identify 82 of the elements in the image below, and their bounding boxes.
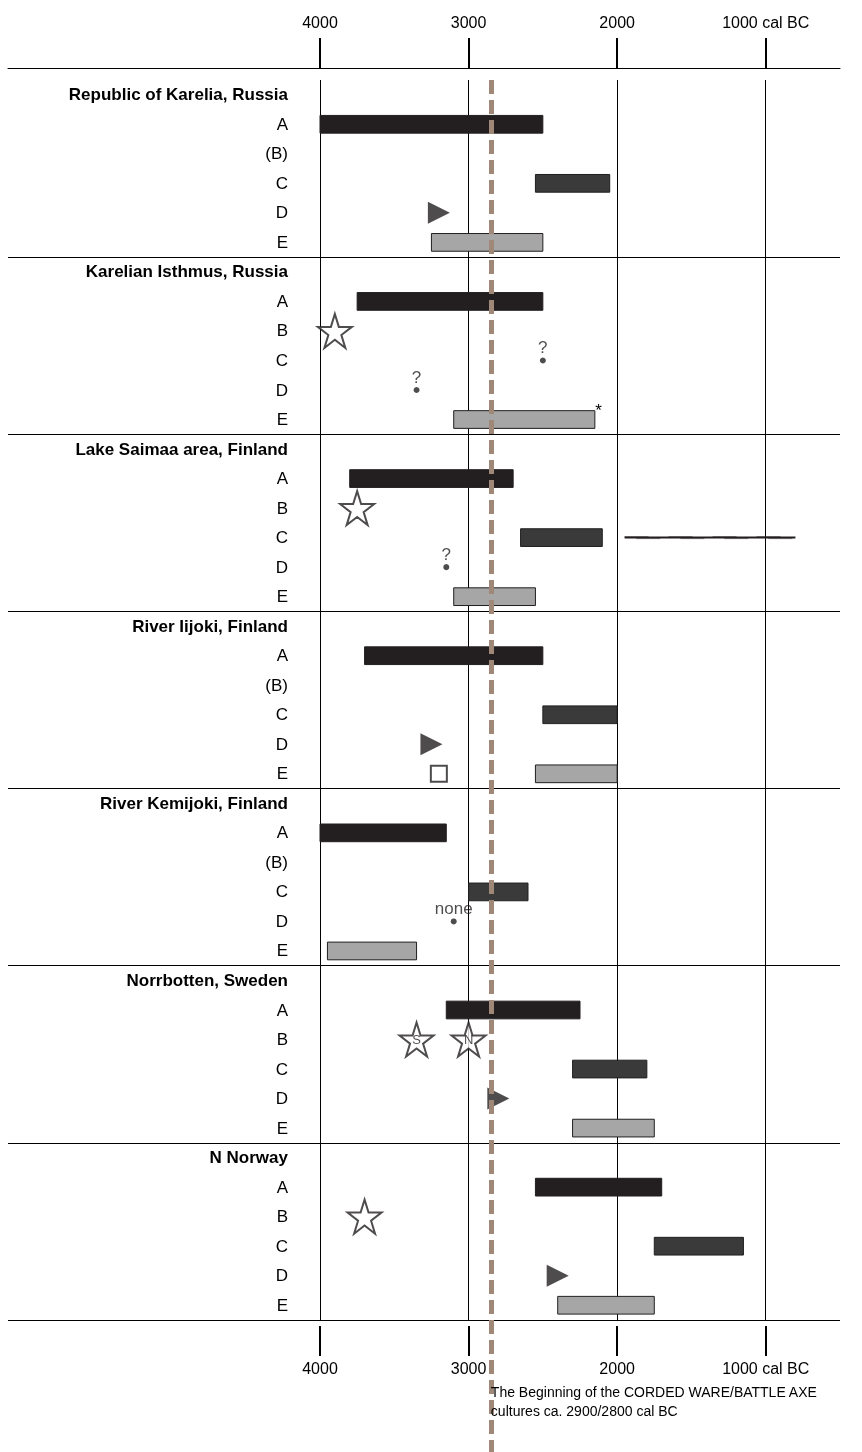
data-label: S bbox=[412, 1032, 422, 1048]
x-tick-label: 3000 bbox=[450, 1359, 487, 1377]
x2-tick-label: 3000 bbox=[450, 13, 487, 31]
y-tick-label: A bbox=[276, 823, 289, 843]
data-label: ? bbox=[538, 338, 548, 358]
y-tick-label: E bbox=[276, 1118, 288, 1138]
point bbox=[396, 1019, 437, 1060]
x-tick-label: 2000 bbox=[599, 1359, 636, 1377]
y-tick-label: E bbox=[276, 941, 288, 961]
bar bbox=[430, 233, 544, 252]
bar bbox=[653, 1236, 744, 1256]
y-tick-label: A bbox=[276, 469, 289, 489]
y-tick-label: C bbox=[275, 350, 288, 370]
point bbox=[427, 201, 450, 224]
y-tick-label: C bbox=[275, 882, 288, 902]
y-tick-label: D bbox=[275, 203, 288, 223]
point bbox=[443, 564, 450, 571]
y-tick-label: D bbox=[275, 1089, 288, 1109]
y-tick-label: Karelian Isthmus, Russia bbox=[85, 262, 289, 282]
data-label: * bbox=[595, 401, 603, 421]
bar bbox=[624, 536, 796, 539]
y-tick-label: C bbox=[275, 705, 288, 725]
bar bbox=[534, 173, 611, 193]
data-label: ? bbox=[441, 545, 452, 565]
y-tick-label: (B) bbox=[265, 852, 288, 872]
bar bbox=[520, 528, 603, 547]
y-tick-label: Lake Saimaa area, Finland bbox=[75, 439, 288, 459]
bar bbox=[453, 587, 536, 607]
y-tick-label: E bbox=[276, 587, 288, 607]
y-tick-label: A bbox=[276, 646, 289, 666]
y-tick-label: A bbox=[276, 1177, 289, 1197]
y-tick-label: C bbox=[275, 1059, 288, 1079]
bar bbox=[468, 882, 529, 902]
y-tick-label: River Kemijoki, Finland bbox=[100, 793, 288, 813]
x2-tick-label: 4000 bbox=[302, 13, 338, 31]
bar bbox=[572, 1118, 655, 1138]
y-tick-label: C bbox=[275, 528, 288, 548]
y-tick-label: C bbox=[275, 173, 288, 193]
y-tick-label: D bbox=[275, 734, 288, 754]
bar bbox=[572, 1059, 648, 1079]
bar bbox=[326, 941, 418, 961]
y-tick-label: E bbox=[276, 1295, 288, 1315]
y-tick-label: A bbox=[276, 291, 289, 311]
point bbox=[429, 764, 448, 783]
y-tick-label: B bbox=[276, 498, 288, 518]
y-tick-label: Republic of Karelia, Russia bbox=[68, 85, 289, 105]
ref-line-label: The Beginning of the CORDED WARE/BATTLE AXE cultures ca. 2900/2800 cal BC bbox=[490, 1383, 821, 1419]
y-tick-label: D bbox=[275, 1266, 288, 1286]
y-tick-label: D bbox=[275, 557, 288, 577]
data-label: ? bbox=[411, 368, 422, 387]
data-label: N bbox=[463, 1032, 474, 1048]
bar bbox=[557, 1295, 655, 1315]
y-tick-label: D bbox=[275, 380, 288, 400]
y-tick-label: (B) bbox=[265, 675, 288, 695]
x-tick-label: 1000 cal BC bbox=[722, 1359, 810, 1377]
y-tick-label: E bbox=[276, 764, 288, 784]
point bbox=[448, 1020, 489, 1060]
y-tick-label: (B) bbox=[265, 144, 288, 164]
x2-tick-label: 1000 cal BC bbox=[722, 13, 810, 31]
bar bbox=[534, 764, 618, 784]
x2-tick-label: 2000 bbox=[599, 13, 636, 31]
bar bbox=[542, 705, 618, 725]
y-tick-label: B bbox=[276, 321, 288, 341]
point bbox=[546, 1264, 569, 1287]
y-tick-label: A bbox=[276, 114, 289, 134]
y-tick-label: E bbox=[276, 410, 288, 430]
point bbox=[344, 1196, 385, 1237]
point bbox=[539, 357, 546, 364]
y-tick-label: Norrbotten, Sweden bbox=[126, 970, 288, 990]
point bbox=[413, 387, 420, 393]
y-tick-label: River Iijoki, Finland bbox=[132, 616, 288, 636]
bar bbox=[453, 410, 596, 429]
y-tick-label: A bbox=[276, 1000, 289, 1020]
y-tick-label: B bbox=[276, 1030, 288, 1050]
y-tick-label: C bbox=[275, 1236, 288, 1256]
y-tick-label: N Norway bbox=[209, 1148, 289, 1168]
y-tick-label: E bbox=[276, 232, 288, 252]
x-tick-label: 4000 bbox=[302, 1359, 338, 1377]
y-tick-label: B bbox=[276, 1207, 288, 1227]
point bbox=[420, 733, 443, 756]
y-tick-label: D bbox=[275, 911, 288, 931]
point bbox=[315, 310, 355, 351]
